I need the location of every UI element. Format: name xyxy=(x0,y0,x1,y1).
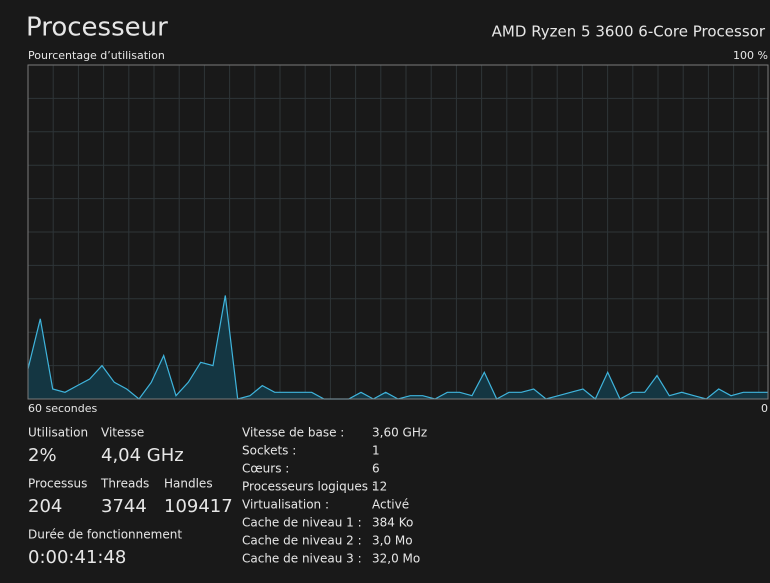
detail-label: Cache de niveau 1 : xyxy=(242,516,362,530)
detail-value: 384 Ko xyxy=(372,516,413,530)
y-tick-label: 100 % xyxy=(733,49,768,62)
detail-value: 3,60 GHz xyxy=(372,426,427,440)
detail-label: Cache de niveau 2 : xyxy=(242,534,362,548)
stat-label: Threads xyxy=(100,477,149,491)
x-tick-label: 60 secondes xyxy=(28,402,97,415)
y-axis-label: Pourcentage d’utilisation xyxy=(28,49,165,62)
x-tick-label: 0 xyxy=(761,402,768,415)
stat-label: Vitesse xyxy=(101,426,144,440)
detail-label: Sockets : xyxy=(242,444,296,458)
area-fill xyxy=(28,295,768,399)
grid xyxy=(28,65,768,399)
stat-label: Durée de fonctionnement xyxy=(28,528,182,542)
stat-label: Utilisation xyxy=(28,426,88,440)
stat-label: Processus xyxy=(28,477,87,491)
stat-value: 3744 xyxy=(101,496,147,517)
stat-value: 109417 xyxy=(164,496,233,517)
info: Utilisation 2% Vitesse 4,04 GHz Processus 204… xyxy=(28,426,427,569)
title: Processeur xyxy=(26,13,168,43)
detail-value: 1 xyxy=(372,444,380,458)
stat-value: 2% xyxy=(28,445,57,466)
detail-value: 12 xyxy=(372,480,387,494)
detail-label: Processeurs logiques : xyxy=(242,480,376,494)
stat-value: 0:00:41:48 xyxy=(28,547,126,568)
subtitle: AMD Ryzen 5 3600 6-Core Processor xyxy=(492,23,766,41)
detail-value: 6 xyxy=(372,462,380,476)
detail-value: Activé xyxy=(372,498,409,512)
plot-frame xyxy=(27,64,769,400)
stat-label: Handles xyxy=(164,477,213,491)
stat-value: 4,04 GHz xyxy=(101,445,184,466)
detail-label: Cœurs : xyxy=(242,462,289,476)
detail-label: Virtualisation : xyxy=(242,498,329,512)
detail-value: 32,0 Mo xyxy=(372,552,420,566)
detail-label: Vitesse de base : xyxy=(242,426,344,440)
stat-value: 204 xyxy=(28,496,62,517)
detail-label: Cache de niveau 3 : xyxy=(242,552,362,566)
detail-value: 3,0 Mo xyxy=(372,534,413,548)
